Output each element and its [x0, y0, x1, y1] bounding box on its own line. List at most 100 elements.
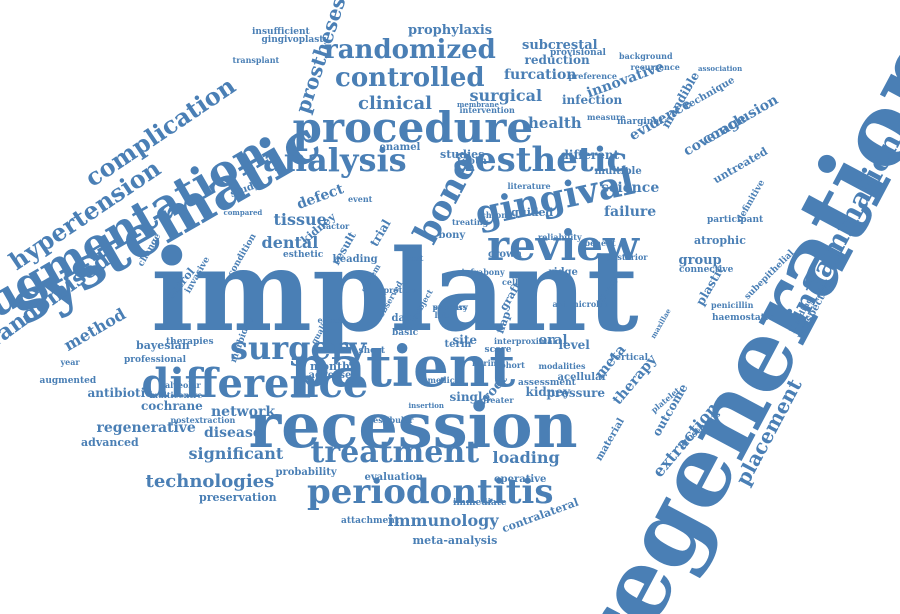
word-protein: protein [383, 285, 417, 295]
word-postextraction: postextraction [170, 415, 236, 425]
word-studies: studies [440, 147, 485, 161]
word-controlled: controlled [335, 63, 485, 93]
word-oral: oral [538, 332, 568, 348]
word-enamel: enamel [379, 142, 421, 153]
word-atrophic: atrophic [694, 233, 746, 247]
word-insertion: insertion [408, 400, 444, 410]
word-therapies: therapies [166, 336, 214, 347]
word-multiple: multiple [594, 166, 642, 177]
word-month: month [310, 359, 351, 373]
word-meta-analysis: meta-analysis [412, 533, 498, 547]
word-bony: bony [438, 230, 466, 241]
word-measure: measure [587, 112, 626, 122]
word-defect: defect [294, 181, 346, 213]
word-evaluation: evaluation [364, 472, 424, 483]
word-event: event [348, 194, 373, 204]
word-cohort: cohort [495, 360, 525, 370]
word-dental: dental [261, 233, 319, 252]
word-probability: probability [275, 467, 337, 478]
word-subcrestal: subcrestal [522, 37, 598, 53]
word-antimicrobial: antimicrobial [552, 299, 614, 309]
word-kidney: kidney [525, 385, 571, 399]
word-treating: treating [452, 217, 489, 227]
word-score: score [484, 344, 512, 355]
word-review: review [487, 221, 640, 270]
word-esthetic: esthetic [283, 249, 324, 260]
word-association: association [698, 63, 743, 73]
word-aesthetic: aesthetic [453, 140, 628, 180]
word-reduction: reduction [524, 53, 590, 67]
word-best: best [404, 253, 424, 263]
word-procedure: procedure [292, 103, 534, 152]
word-preference: preference [568, 71, 618, 81]
word-benefit: benefit [584, 238, 616, 248]
word-immunology: immunology [387, 511, 499, 530]
word-year: year [60, 357, 80, 367]
word-term: term [444, 339, 472, 350]
word-immediate: immediate [453, 497, 507, 508]
word-success: success [433, 302, 468, 312]
word-guided: guided [511, 205, 554, 219]
word-technologies: technologies [145, 471, 275, 492]
word-multicentre: multicentre [149, 390, 203, 400]
word-periodontitis: periodontitis [307, 472, 554, 512]
word-vertical: vertical [610, 352, 649, 363]
word-fibrin: fibrin [472, 358, 497, 368]
word-provisional: provisional [550, 47, 606, 58]
word-compared: compared [223, 207, 263, 217]
word-intervention: intervention [459, 105, 515, 115]
word-analysis: analysis [263, 141, 407, 179]
word-operative: operative [494, 474, 547, 485]
word-chronic: chronic [481, 210, 515, 220]
word-literature: literature [507, 181, 551, 191]
word-different: different [560, 148, 620, 162]
word-failure: failure [604, 204, 657, 220]
word-recurrence: recurrence [630, 62, 680, 72]
word-background: background [619, 51, 673, 61]
word-participant: participant [707, 214, 764, 225]
word-factor: factor [322, 221, 350, 231]
word-penicillin: penicillin [711, 300, 754, 310]
word-single: single [449, 390, 491, 404]
word-site: site [452, 333, 478, 347]
word-connective: connective [679, 264, 734, 275]
word-acellular: acellular [557, 372, 607, 383]
word-augmented: augmented [39, 375, 97, 386]
word-surgery: surgery [230, 329, 367, 367]
word-prophylaxis: prophylaxis [408, 22, 493, 38]
word-pressure: pressure [546, 386, 606, 400]
word-adverse: adverse [308, 370, 352, 381]
word-treatment: treatment [310, 435, 480, 470]
word-level: level [558, 338, 590, 352]
word-implant: implant [151, 226, 639, 357]
word-network: network [211, 404, 276, 420]
word-assessment: assessment [518, 377, 576, 388]
word-membrane: membrane [457, 99, 499, 109]
word-patient: patient [290, 334, 516, 400]
word-advanced: advanced [81, 435, 139, 449]
word-material: material [593, 416, 627, 464]
word-modalities: modalities [538, 361, 586, 371]
word-reliability: reliability [538, 232, 582, 242]
word-bayesian: bayesian [136, 338, 190, 352]
word-gingivoplasty: gingivoplasty [261, 34, 329, 45]
word-alveolar: alveolar [165, 380, 201, 390]
word-medical: medical [427, 375, 463, 385]
word-greater: greater [480, 395, 514, 405]
word-maxillae: maxillae [647, 306, 673, 340]
word-antibiotic: antibiotic [87, 386, 153, 400]
word-conclusion: conclusion [699, 91, 781, 149]
word-surgical: surgical [469, 86, 543, 105]
word-interproximal: interproximal [494, 336, 556, 346]
word-recession: recession [248, 389, 578, 462]
word-basic: basic [392, 327, 419, 338]
word-furcation: furcation [504, 67, 577, 83]
word-difference: difference [141, 360, 369, 407]
word-preservation: preservation [199, 490, 277, 504]
word-data: data [391, 313, 417, 324]
word-disease: disease [204, 425, 262, 441]
word-randomized: randomized [324, 35, 496, 65]
word-infection: infection [562, 93, 623, 107]
word-clinical: clinical [358, 93, 433, 114]
